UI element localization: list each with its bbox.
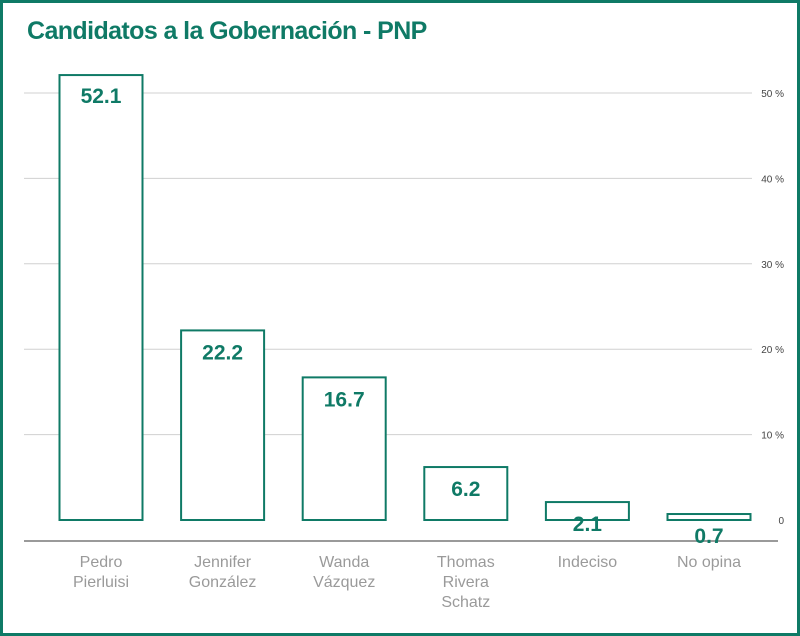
y-tick-label-50: 50 %	[761, 89, 784, 100]
bar-3	[423, 466, 509, 521]
category-label-line: Pedro	[80, 554, 123, 571]
value-label-5: 0.7	[694, 525, 723, 548]
category-label-4: Indeciso	[558, 554, 618, 571]
category-label-line: Thomas	[437, 554, 495, 571]
bars	[58, 74, 752, 522]
y-tick-label-30: 30 %	[761, 260, 784, 271]
y-tick-label-40: 40 %	[761, 174, 784, 185]
category-label-line: Pierluisi	[73, 574, 129, 591]
category-label-line: Wanda	[319, 554, 369, 571]
labels: 0 10 % 20 % 30 % 40 % 50 % 52.1 Pedro Pierluisi 2…	[73, 85, 784, 611]
bar-2	[301, 376, 387, 521]
y-tick-label-10: 10 %	[761, 431, 784, 442]
value-label-4: 2.1	[573, 513, 603, 536]
value-label-3: 6.2	[451, 478, 480, 501]
bar-0	[58, 74, 144, 521]
bar-4	[544, 501, 630, 522]
category-label-0: Pedro Pierluisi	[73, 554, 129, 591]
category-label-5: No opina	[677, 554, 741, 571]
category-label-line: Indeciso	[558, 554, 618, 571]
value-label-1: 22.2	[202, 341, 243, 364]
chart-title: Candidatos a la Gobernación - PNP	[27, 17, 427, 45]
value-label-0: 52.1	[81, 85, 122, 108]
category-label-line: Schatz	[441, 594, 490, 611]
category-label-2: Wanda Vázquez	[313, 554, 375, 591]
y-tick-label-0: 0	[778, 516, 784, 527]
category-label-line: No opina	[677, 554, 741, 571]
category-label-line: Jennifer	[194, 554, 252, 571]
category-label-line: González	[189, 574, 257, 591]
category-label-3: Thomas Rivera Schatz	[437, 554, 495, 611]
gridlines	[24, 92, 752, 436]
y-tick-label-20: 20 %	[761, 345, 784, 356]
bar-1	[180, 329, 266, 521]
bar-5	[666, 513, 752, 521]
value-label-2: 16.7	[324, 388, 365, 411]
category-label-line: Vázquez	[313, 574, 375, 591]
category-label-1: Jennifer González	[189, 554, 257, 591]
category-label-line: Rivera	[443, 574, 489, 591]
